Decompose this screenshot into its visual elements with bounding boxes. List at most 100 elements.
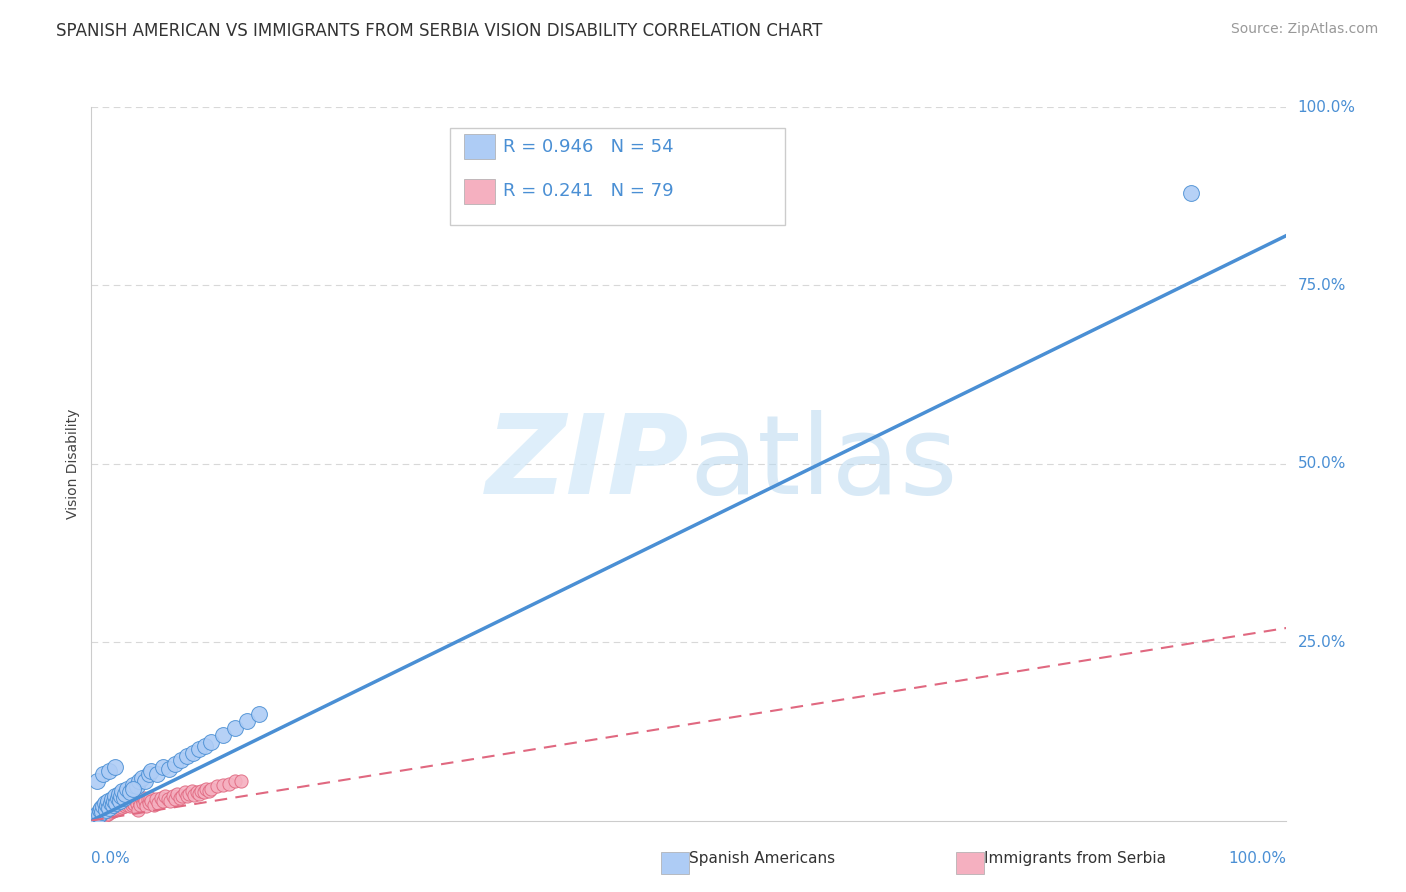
- Point: [120, 794, 142, 808]
- Point: [86, 806, 108, 821]
- Point: [108, 797, 131, 811]
- Point: [173, 785, 195, 799]
- Point: [200, 781, 222, 796]
- Point: [141, 764, 162, 778]
- Point: [98, 764, 121, 778]
- Point: [108, 794, 131, 808]
- Point: [181, 746, 204, 760]
- Point: [89, 806, 111, 821]
- Point: [149, 790, 172, 805]
- Point: [117, 794, 139, 808]
- Point: [125, 797, 148, 811]
- Point: [90, 801, 112, 815]
- Point: [170, 753, 193, 767]
- Text: SPANISH AMERICAN VS IMMIGRANTS FROM SERBIA VISION DISABILITY CORRELATION CHART: SPANISH AMERICAN VS IMMIGRANTS FROM SERB…: [56, 22, 823, 40]
- Point: [93, 804, 115, 818]
- Text: 75.0%: 75.0%: [1298, 278, 1346, 293]
- Point: [93, 796, 115, 810]
- Point: [110, 789, 132, 803]
- Y-axis label: Vision Disability: Vision Disability: [66, 409, 80, 519]
- Text: Source: ZipAtlas.com: Source: ZipAtlas.com: [1230, 22, 1378, 37]
- Point: [211, 728, 233, 742]
- Point: [156, 792, 179, 806]
- Point: [247, 706, 270, 721]
- Point: [195, 782, 218, 797]
- Point: [142, 797, 165, 812]
- Point: [90, 808, 112, 822]
- Text: 100.0%: 100.0%: [1229, 851, 1286, 866]
- Point: [138, 767, 160, 781]
- Point: [89, 803, 111, 817]
- Point: [122, 778, 145, 792]
- Point: [152, 794, 174, 808]
- Point: [124, 797, 146, 812]
- Point: [136, 792, 159, 806]
- Point: [139, 790, 162, 805]
- Point: [122, 796, 145, 810]
- Point: [172, 789, 194, 803]
- Point: [87, 810, 110, 824]
- Point: [124, 794, 146, 808]
- Text: atlas: atlas: [689, 410, 957, 517]
- Text: 0.0%: 0.0%: [91, 851, 131, 866]
- Point: [180, 783, 202, 797]
- Point: [108, 801, 131, 815]
- Point: [141, 794, 162, 808]
- Point: [94, 803, 117, 817]
- Point: [115, 781, 138, 796]
- Point: [84, 811, 107, 825]
- Point: [155, 789, 177, 803]
- Point: [86, 774, 108, 789]
- Text: 100.0%: 100.0%: [1298, 100, 1355, 114]
- Point: [91, 805, 114, 819]
- Point: [100, 796, 122, 810]
- Point: [146, 767, 169, 781]
- Point: [190, 783, 212, 797]
- Point: [132, 796, 155, 810]
- Point: [152, 760, 174, 774]
- Point: [118, 785, 141, 799]
- Point: [96, 803, 118, 817]
- Text: 50.0%: 50.0%: [1298, 457, 1346, 471]
- Point: [129, 797, 152, 812]
- Point: [224, 721, 246, 735]
- Point: [131, 792, 153, 806]
- Point: [97, 806, 120, 821]
- Point: [111, 800, 134, 814]
- Text: Spanish Americans: Spanish Americans: [689, 851, 835, 866]
- Point: [205, 780, 228, 794]
- Point: [211, 778, 233, 792]
- Point: [103, 799, 125, 814]
- Point: [176, 749, 198, 764]
- Point: [229, 774, 252, 789]
- Point: [1180, 186, 1202, 200]
- Point: [98, 802, 121, 816]
- Point: [105, 797, 128, 812]
- Point: [84, 810, 107, 824]
- Point: [224, 774, 246, 789]
- Point: [94, 808, 117, 822]
- Point: [100, 805, 122, 819]
- Point: [101, 797, 124, 812]
- Point: [235, 714, 259, 728]
- Point: [187, 787, 211, 801]
- Point: [96, 797, 118, 812]
- Point: [138, 796, 160, 810]
- Point: [104, 760, 127, 774]
- Point: [179, 787, 201, 801]
- Point: [84, 809, 107, 823]
- Point: [183, 788, 205, 802]
- Point: [118, 799, 141, 814]
- Point: [194, 739, 217, 753]
- Point: [86, 808, 108, 822]
- Text: R = 0.241   N = 79: R = 0.241 N = 79: [503, 182, 673, 200]
- Point: [104, 803, 127, 817]
- Point: [107, 802, 129, 816]
- Point: [112, 790, 135, 805]
- Point: [93, 799, 114, 814]
- Point: [104, 789, 127, 803]
- Point: [107, 790, 129, 805]
- Point: [93, 807, 114, 822]
- Point: [134, 774, 156, 789]
- Point: [103, 794, 125, 808]
